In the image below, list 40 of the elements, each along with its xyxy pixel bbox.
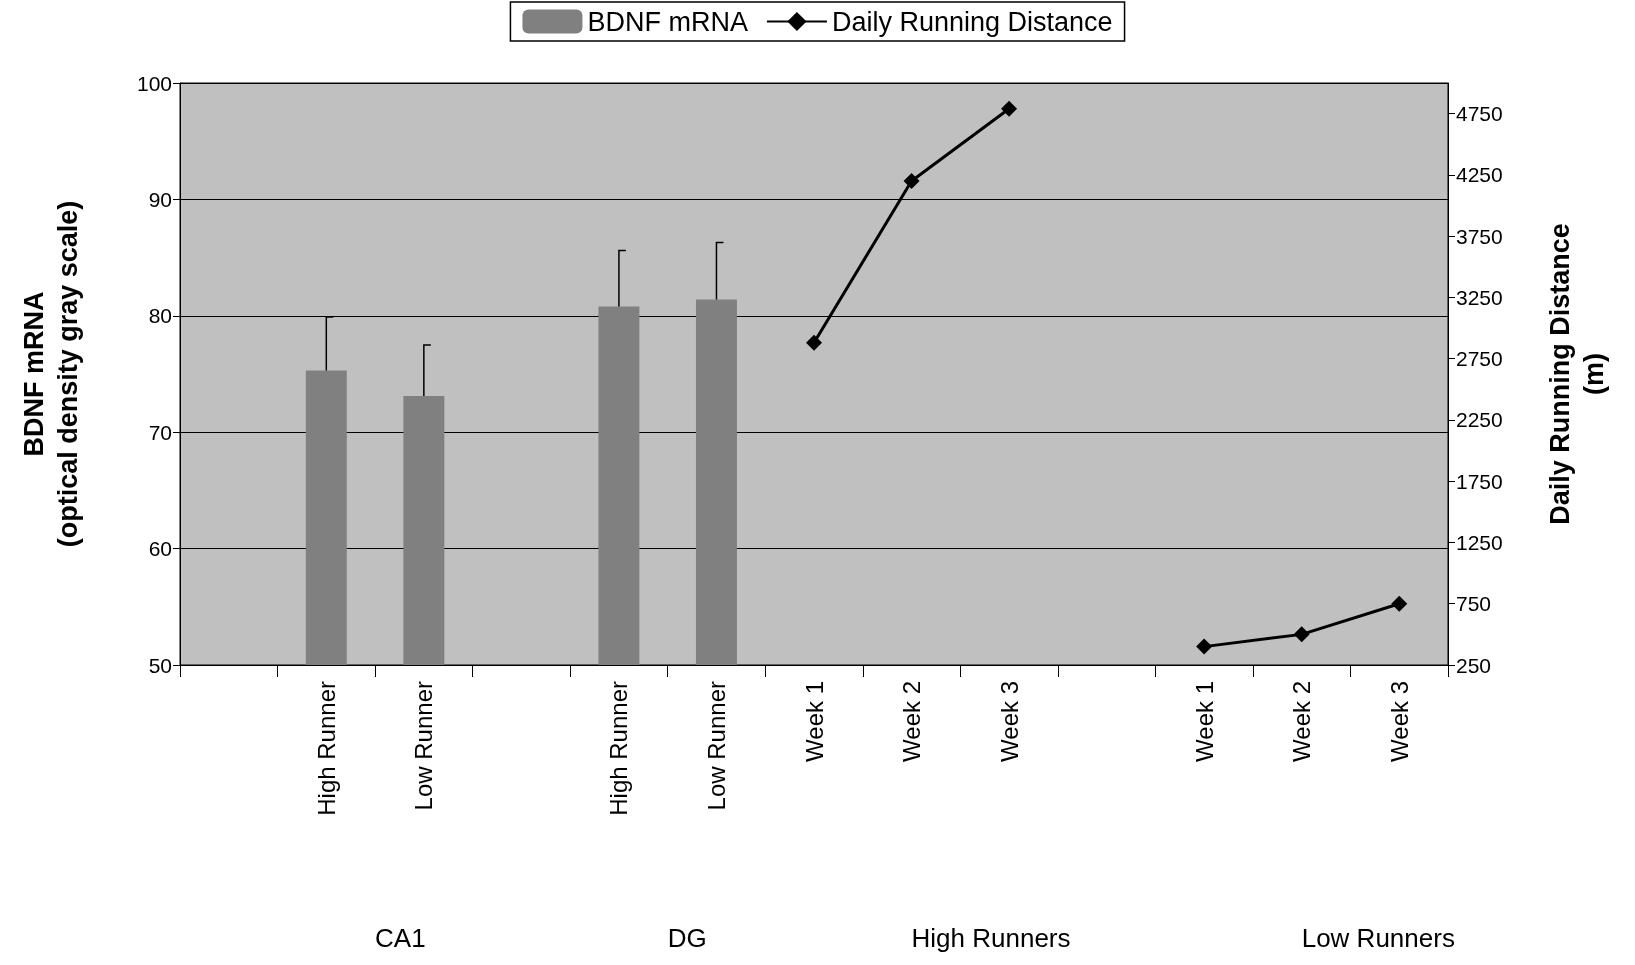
x-tick-label: Week 1: [800, 681, 828, 762]
y2-tick-label: 3750: [1456, 224, 1503, 248]
y-tick-label: 80: [148, 304, 172, 328]
y-tick-label: 100: [136, 71, 172, 95]
y2-tick-label: 2750: [1456, 347, 1503, 371]
x-tick-label: High Runner: [605, 681, 633, 816]
y2-tick-label: 2250: [1456, 408, 1503, 432]
point: [1391, 595, 1408, 612]
y-tick-label: 90: [148, 187, 172, 211]
text: CA1: [375, 923, 426, 953]
y2-tick-label: 750: [1456, 592, 1492, 616]
y-axis-title: BDNF mRNA (optical density gray scale): [19, 200, 83, 548]
point: [1196, 638, 1213, 655]
point: [903, 173, 920, 190]
y2-tick-label: 1750: [1456, 469, 1503, 493]
y-tick-label: 70: [148, 420, 172, 444]
x-tick-label: Week 2: [898, 681, 926, 762]
y2-tick-label: 4750: [1456, 102, 1503, 126]
y2-tick-label: 4250: [1456, 163, 1503, 187]
legend-label: Daily Running Distance: [831, 6, 1113, 37]
y-tick-label: 60: [148, 537, 172, 561]
y-tick-label: 50: [148, 653, 172, 677]
x-tick-label: Low Runner: [410, 681, 438, 811]
point: [1293, 626, 1310, 643]
x-tick-label: Week 3: [1385, 681, 1413, 762]
point: [806, 334, 822, 351]
text: Low Runners: [1301, 923, 1455, 953]
x-tick-label: Week 2: [1288, 681, 1316, 762]
legend-label: BDNF mRNA: [587, 6, 748, 37]
y2-axis-title: Daily Running Distance (m): [1545, 223, 1609, 525]
x-tick-label: Low Runner: [702, 681, 730, 811]
y2-tick-label: 1250: [1456, 530, 1503, 554]
y2-tick-label: 3250: [1456, 285, 1503, 309]
text: DG: [667, 923, 707, 953]
text: High Runners: [911, 923, 1071, 953]
x-tick-label: High Runner: [312, 681, 340, 816]
x-tick-label: Week 1: [1190, 681, 1218, 762]
point: [1001, 100, 1018, 117]
y2-tick-label: 250: [1456, 653, 1492, 677]
x-tick-label: Week 3: [995, 681, 1023, 762]
